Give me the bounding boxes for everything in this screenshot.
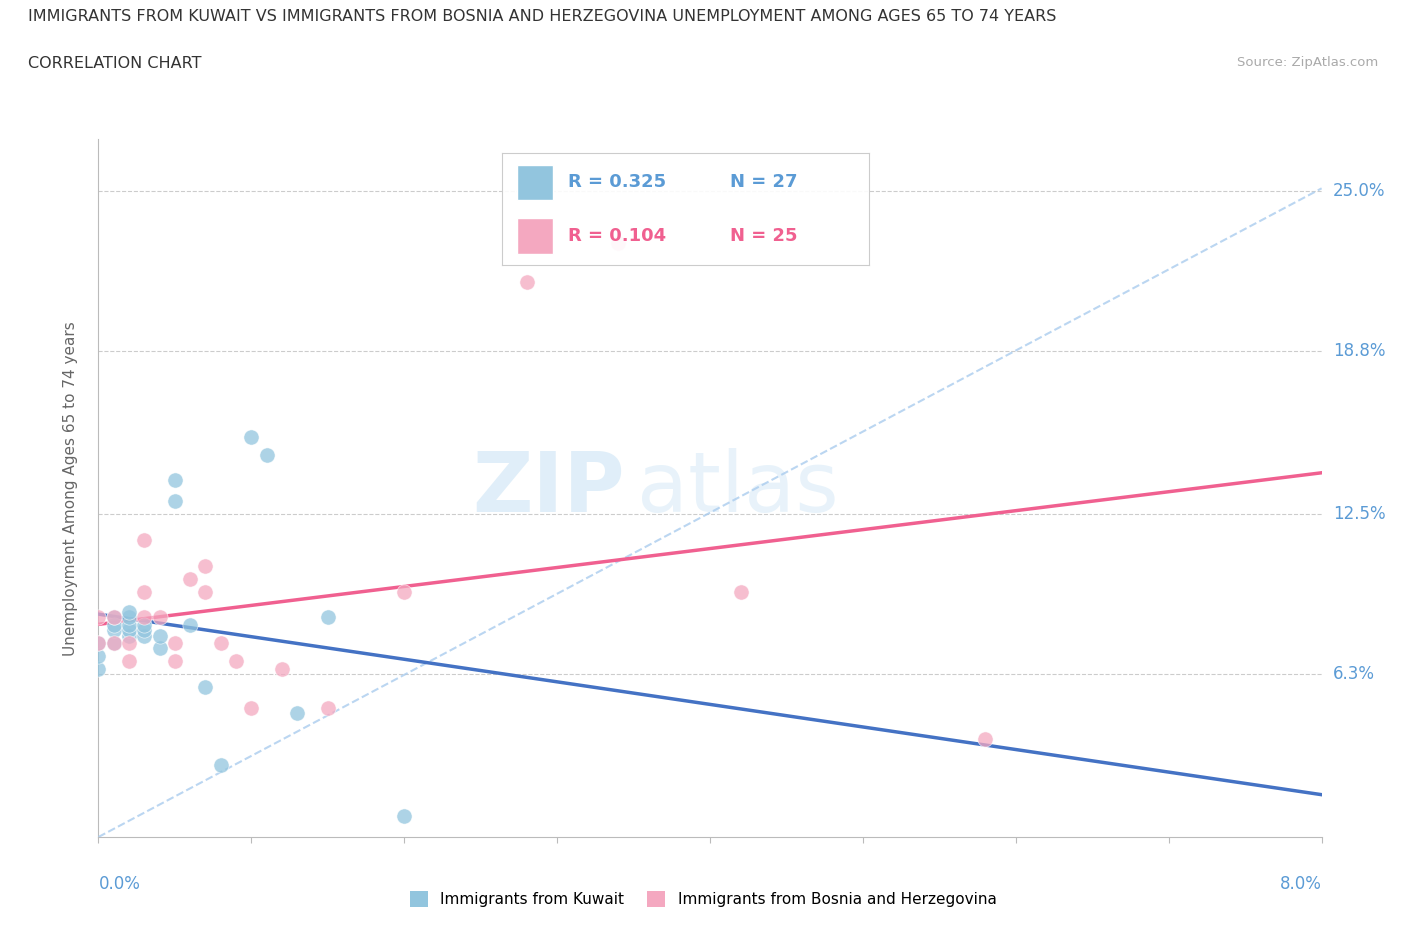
Point	[134, 584, 156, 599]
Point	[209, 636, 232, 651]
Point	[285, 706, 308, 721]
Point	[87, 661, 110, 676]
Point	[134, 628, 156, 643]
Point	[163, 494, 186, 509]
Point	[118, 623, 141, 638]
Point	[516, 274, 538, 289]
Point	[194, 558, 217, 573]
Text: CORRELATION CHART: CORRELATION CHART	[28, 56, 201, 71]
Text: 0.0%: 0.0%	[98, 875, 141, 894]
Text: 12.5%: 12.5%	[1333, 505, 1385, 523]
Point	[194, 680, 217, 695]
Legend: Immigrants from Kuwait, Immigrants from Bosnia and Herzegovina: Immigrants from Kuwait, Immigrants from …	[404, 884, 1002, 913]
Point	[118, 604, 141, 619]
Point	[134, 618, 156, 632]
Point	[103, 623, 125, 638]
Point	[149, 610, 172, 625]
Point	[118, 618, 141, 632]
Y-axis label: Unemployment Among Ages 65 to 74 years: Unemployment Among Ages 65 to 74 years	[63, 321, 77, 656]
Point	[103, 610, 125, 625]
Point	[225, 654, 247, 669]
Point	[103, 636, 125, 651]
Point	[163, 654, 186, 669]
Point	[194, 584, 217, 599]
Point	[118, 654, 141, 669]
Point	[118, 628, 141, 643]
Text: 25.0%: 25.0%	[1333, 182, 1385, 200]
Point	[134, 610, 156, 625]
Point	[118, 636, 141, 651]
Text: 6.3%: 6.3%	[1333, 665, 1375, 684]
Point	[134, 623, 156, 638]
Point	[392, 809, 416, 824]
Point	[607, 235, 630, 250]
Point	[103, 618, 125, 632]
Text: ZIP: ZIP	[472, 447, 624, 529]
Point	[163, 473, 186, 488]
Point	[179, 571, 201, 586]
Point	[392, 584, 416, 599]
Text: atlas: atlas	[637, 447, 838, 529]
Point	[316, 700, 339, 715]
Text: Source: ZipAtlas.com: Source: ZipAtlas.com	[1237, 56, 1378, 69]
Point	[149, 628, 172, 643]
Point	[103, 610, 125, 625]
Point	[256, 447, 278, 462]
Text: 18.8%: 18.8%	[1333, 342, 1385, 360]
Point	[87, 636, 110, 651]
Point	[87, 610, 110, 625]
Point	[316, 610, 339, 625]
Point	[730, 584, 752, 599]
Point	[87, 649, 110, 664]
Text: 8.0%: 8.0%	[1279, 875, 1322, 894]
Point	[270, 661, 294, 676]
Point	[163, 636, 186, 651]
Point	[103, 636, 125, 651]
Point	[240, 429, 263, 444]
Point	[974, 731, 997, 746]
Point	[240, 700, 263, 715]
Point	[209, 757, 232, 772]
Point	[134, 533, 156, 548]
Point	[87, 636, 110, 651]
Point	[149, 641, 172, 656]
Text: IMMIGRANTS FROM KUWAIT VS IMMIGRANTS FROM BOSNIA AND HERZEGOVINA UNEMPLOYMENT AM: IMMIGRANTS FROM KUWAIT VS IMMIGRANTS FRO…	[28, 9, 1056, 24]
Point	[118, 610, 141, 625]
Point	[179, 618, 201, 632]
